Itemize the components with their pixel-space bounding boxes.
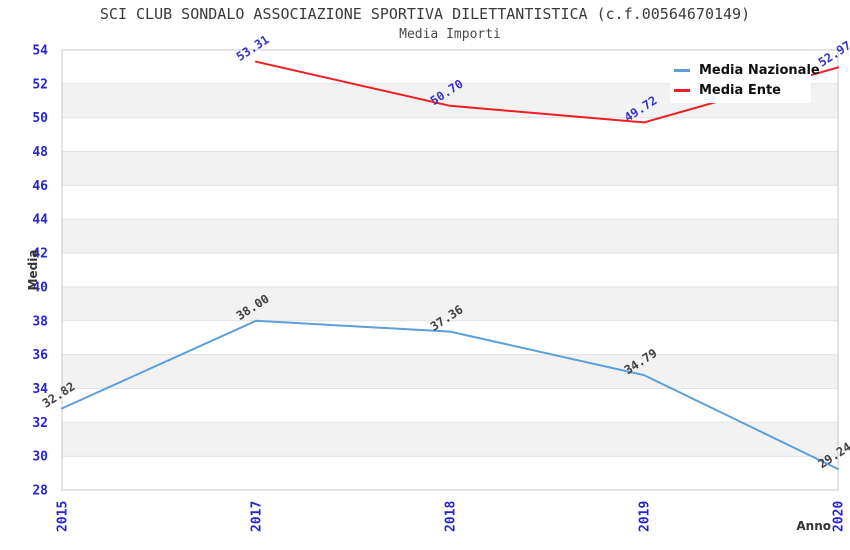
- legend: Media Nazionale Media Ente: [670, 56, 820, 103]
- plot-band: [62, 286, 838, 321]
- y-tick-label: 36: [32, 348, 48, 363]
- y-tick-label: 50: [32, 111, 48, 126]
- plot-border: [61, 49, 839, 491]
- y-tick-label: 52: [32, 77, 48, 92]
- legend-swatch-media-ente-icon: [674, 88, 690, 92]
- x-tick-label: 2019: [638, 501, 653, 532]
- y-tick-label: 54: [32, 44, 48, 59]
- legend-entry-media-ente: Media Ente: [674, 80, 811, 100]
- x-axis-title: Anno: [796, 519, 831, 533]
- y-tick-label: 38: [32, 314, 48, 329]
- y-tick-label: 30: [32, 450, 48, 465]
- plot-band: [62, 151, 838, 186]
- plot-band: [62, 354, 838, 389]
- legend-label-media-ente: Media Ente: [699, 82, 781, 98]
- x-tick-label: 2018: [444, 501, 459, 532]
- legend-label-media-nazionale: Media Nazionale: [699, 62, 820, 78]
- x-tick-label: 2020: [832, 501, 847, 532]
- y-axis-title: Media: [26, 249, 40, 291]
- series-line-media-nazionale: [61, 319, 839, 470]
- plot-band: [62, 219, 838, 253]
- chart-title: SCI CLUB SONDALO ASSOCIAZIONE SPORTIVA D…: [99, 5, 751, 23]
- plot-band: [62, 422, 838, 457]
- y-tick-label: 32: [32, 416, 48, 431]
- y-tick-label: 42: [32, 247, 48, 262]
- y-tick-label: 44: [32, 213, 48, 228]
- legend-entry-media-nazionale: Media Nazionale: [674, 60, 820, 80]
- point-label: 53.31: [234, 32, 272, 63]
- y-tick-label: 34: [32, 382, 48, 397]
- x-tick-label: 2015: [56, 501, 71, 532]
- y-tick-label: 46: [32, 179, 48, 194]
- legend-swatch-media-nazionale-icon: [674, 68, 690, 72]
- x-tick-label: 2017: [250, 501, 265, 532]
- chart-subtitle: Media Importi: [399, 27, 501, 42]
- y-tick-label: 28: [32, 484, 48, 499]
- point-label: 52.97: [816, 38, 850, 69]
- y-tick-label: 48: [32, 145, 48, 160]
- y-tick-label: 40: [32, 280, 48, 295]
